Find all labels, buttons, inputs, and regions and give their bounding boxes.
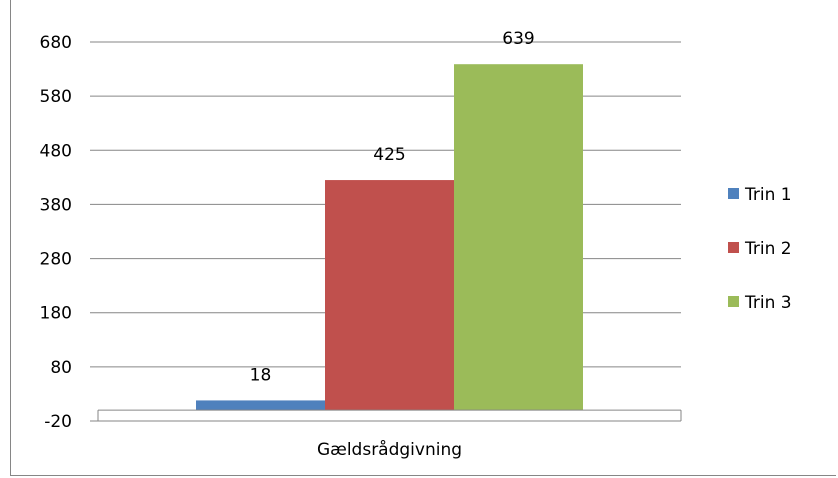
y-tick-label: 380 xyxy=(40,195,72,215)
bar-trin-2 xyxy=(325,180,454,411)
legend-label: Trin 3 xyxy=(744,293,792,313)
y-tick-label: 180 xyxy=(40,304,72,324)
y-tick-label: 480 xyxy=(40,141,72,161)
legend-label: Trin 2 xyxy=(744,239,792,259)
legend: Trin 1 Trin 2 Trin 3 xyxy=(728,185,792,313)
data-label: 18 xyxy=(250,365,272,385)
y-tick-label: 580 xyxy=(40,87,72,107)
legend-label: Trin 1 xyxy=(744,185,792,205)
data-label: 639 xyxy=(502,29,534,49)
bar-trin-3 xyxy=(454,64,583,411)
y-tick-label: 680 xyxy=(40,33,72,53)
bar-trin-1 xyxy=(196,400,325,411)
y-tick-label: -20 xyxy=(44,412,72,432)
legend-swatch xyxy=(728,188,739,199)
y-axis: -20 80 180 280 380 480 580 680 xyxy=(40,33,72,432)
legend-swatch xyxy=(728,242,739,253)
y-tick-label: 80 xyxy=(50,358,72,378)
bars xyxy=(196,64,583,411)
y-tick-label: 280 xyxy=(40,250,72,270)
legend-swatch xyxy=(728,296,739,307)
chart-frame xyxy=(10,0,836,476)
category-label: Gældsrådgivning xyxy=(317,439,462,460)
data-labels: 18 425 639 xyxy=(250,29,535,385)
x-axis: Gældsrådgivning xyxy=(97,409,682,460)
data-label: 425 xyxy=(373,145,405,165)
